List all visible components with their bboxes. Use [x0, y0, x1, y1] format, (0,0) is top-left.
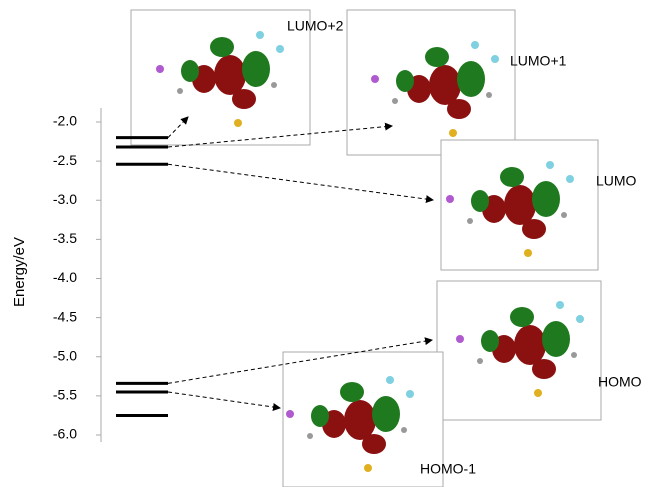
- y-tick-label: -4.0: [53, 269, 77, 285]
- y-tick-label: -6.0: [53, 426, 77, 442]
- arrow: [167, 122, 393, 148]
- orbital-label: LUMO: [596, 173, 637, 189]
- arrow: [167, 163, 434, 204]
- orbital-label: HOMO: [598, 374, 642, 390]
- arrow: [167, 391, 281, 411]
- y-tick-label: -3.0: [53, 191, 77, 207]
- orbital-label: LUMO+1: [510, 53, 567, 69]
- y-tick-label: -2.0: [53, 113, 77, 129]
- y-tick-label: -2.5: [53, 152, 77, 168]
- y-tick-label: -5.5: [53, 387, 77, 403]
- arrow: [167, 337, 433, 384]
- arrow: [167, 116, 189, 138]
- y-tick-label: -5.0: [53, 347, 77, 363]
- y-tick-label: -3.5: [53, 230, 77, 246]
- orbital-label: LUMO+2: [287, 18, 344, 34]
- orbital-label: HOMO-1: [420, 461, 476, 477]
- y-axis-label: Energy/eV: [11, 237, 28, 307]
- orbital-panels: [130, 9, 602, 487]
- y-tick-label: -4.5: [53, 308, 77, 324]
